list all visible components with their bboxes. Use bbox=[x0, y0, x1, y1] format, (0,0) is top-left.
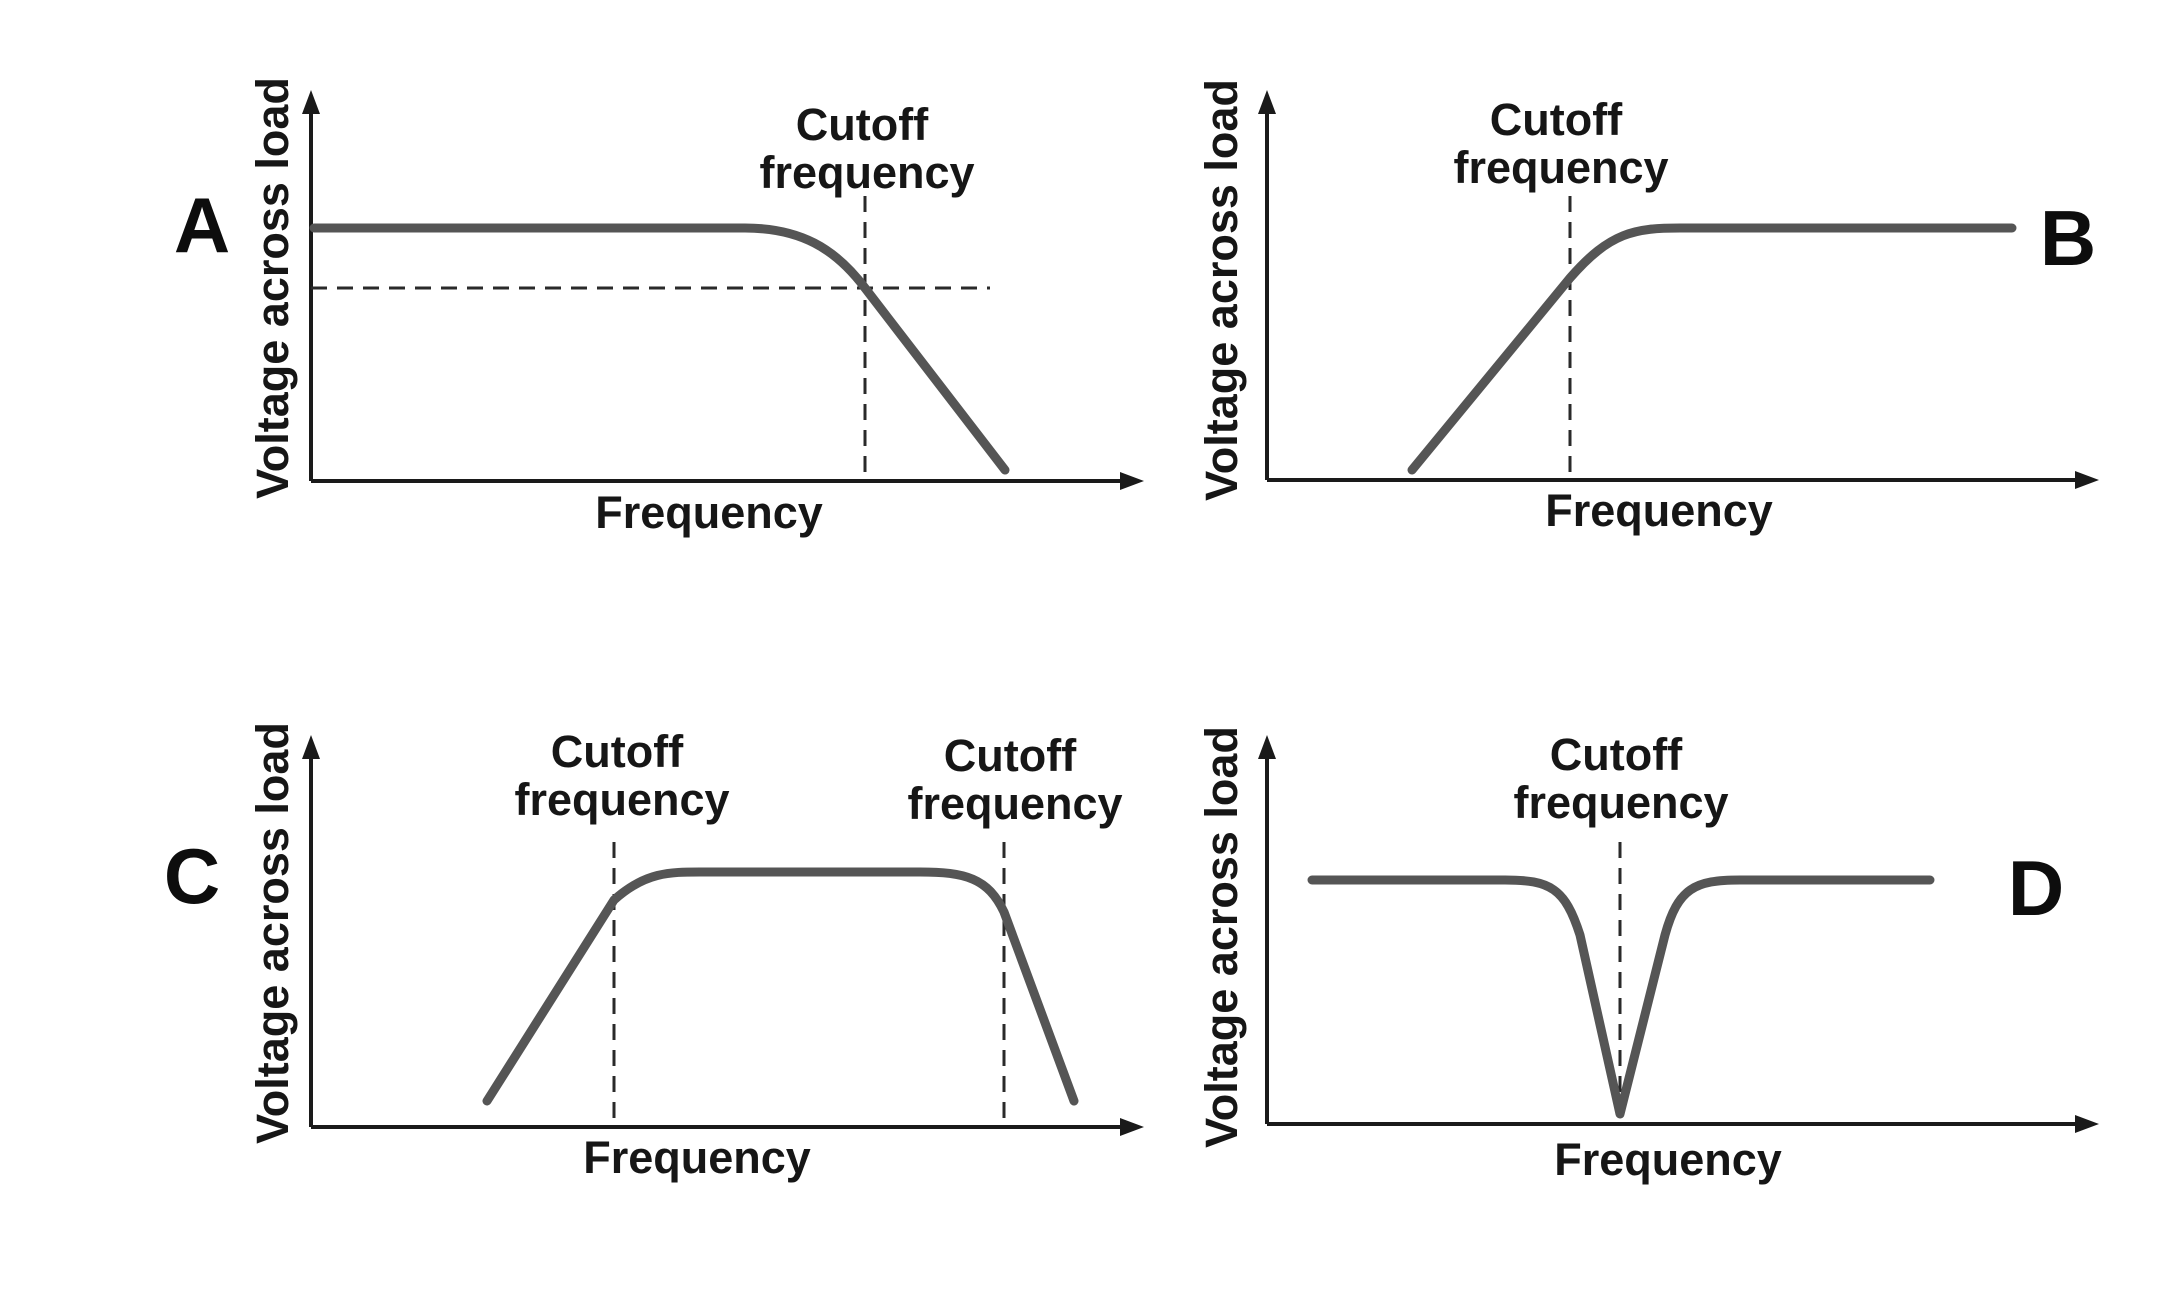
panel-d-cutoff-label-line1: Cutoff bbox=[1550, 729, 1683, 780]
panel-b-cutoff-label-line1: Cutoff bbox=[1490, 94, 1623, 145]
panel-c-x-axis-label: Frequency bbox=[583, 1132, 811, 1183]
panel-c-cutoff-right-label-line1: Cutoff bbox=[944, 730, 1077, 781]
panel-c-y-axis-arrow bbox=[302, 735, 320, 759]
panel-a-letter: A bbox=[174, 181, 230, 269]
panel-d-band-stop: Cutoff frequency Frequency Voltage acros… bbox=[1196, 726, 2099, 1185]
panel-d-y-axis-label: Voltage across load bbox=[1196, 726, 1247, 1148]
panel-a-y-axis-arrow bbox=[302, 90, 320, 114]
panel-b-y-axis-arrow bbox=[1258, 90, 1276, 114]
panel-b-x-axis-arrow bbox=[2075, 471, 2099, 489]
panel-a-x-axis-arrow bbox=[1120, 472, 1144, 490]
panel-a-cutoff-label-line1: Cutoff bbox=[796, 99, 929, 150]
panel-a-cutoff-label-line2: frequency bbox=[759, 147, 974, 198]
panel-c-x-axis-arrow bbox=[1120, 1118, 1144, 1136]
panel-b-letter: B bbox=[2040, 194, 2096, 282]
panel-d-x-axis-label: Frequency bbox=[1554, 1134, 1782, 1185]
panel-b-y-axis-label: Voltage across load bbox=[1196, 79, 1247, 501]
panel-d-response-curve bbox=[1307, 875, 1935, 1119]
panel-c-cutoff-right-label-line2: frequency bbox=[907, 778, 1122, 829]
panel-d-x-axis-arrow bbox=[2075, 1115, 2099, 1133]
panel-d-cutoff-label-line2: frequency bbox=[1513, 777, 1728, 828]
panel-c-cutoff-left-label-line1: Cutoff bbox=[551, 726, 684, 777]
panel-a-low-pass: Cutoff frequency Frequency Voltage acros… bbox=[174, 77, 1144, 538]
panel-c-response-curve bbox=[482, 867, 1079, 1106]
panel-b-response-curve bbox=[1407, 223, 2017, 475]
panel-a-x-axis-label: Frequency bbox=[595, 487, 823, 538]
panel-a-response-curve bbox=[309, 223, 1010, 475]
panel-c-y-axis-label: Voltage across load bbox=[247, 722, 298, 1144]
panel-b-high-pass: Cutoff frequency Frequency Voltage acros… bbox=[1196, 79, 2099, 536]
panel-c-cutoff-left-label-line2: frequency bbox=[514, 774, 729, 825]
panel-a-y-axis-label: Voltage across load bbox=[247, 77, 298, 499]
panel-c-letter: C bbox=[164, 832, 220, 920]
panel-d-letter: D bbox=[2008, 844, 2064, 932]
panel-d-y-axis-arrow bbox=[1258, 735, 1276, 759]
panel-c-band-pass: Cutoff frequency Cutoff frequency Freque… bbox=[164, 722, 1144, 1183]
panel-b-cutoff-label-line2: frequency bbox=[1453, 142, 1668, 193]
panel-b-x-axis-label: Frequency bbox=[1545, 485, 1773, 536]
